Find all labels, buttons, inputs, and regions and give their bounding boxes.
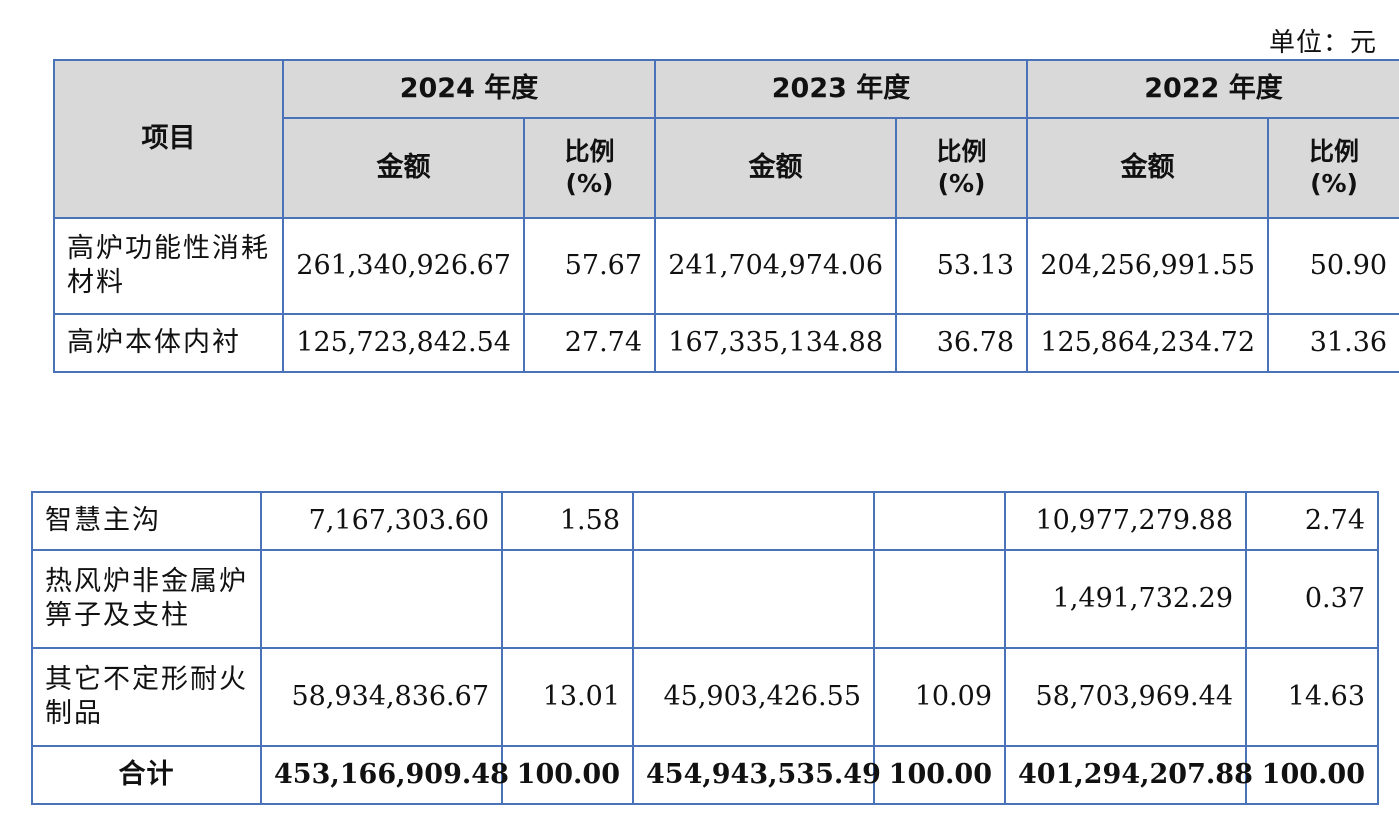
total-row: 合计 453,166,909.48 100.00 454,943,535.49 … [31, 745, 1379, 805]
row-label: 智慧主沟 [31, 491, 262, 551]
table-row: 热风炉非金属炉箅子及支柱 1,491,732.29 0.37 [31, 549, 1379, 649]
cell-ratio-2023: 53.13 [895, 217, 1029, 315]
table-row: 智慧主沟 7,167,303.60 1.58 10,977,279.88 2.7… [31, 491, 1379, 551]
cell-amount-2024 [260, 549, 503, 649]
header-ratio-label: 比例 [564, 137, 615, 166]
header-year-2024: 2024 年度 [281, 59, 657, 119]
cell-amount-2022: 204,256,991.55 [1026, 217, 1270, 315]
header-amount: 金额 [1026, 117, 1270, 219]
row-label: 热风炉非金属炉箅子及支柱 [31, 549, 262, 649]
cell-amount-2022: 58,703,969.44 [1004, 647, 1247, 747]
cell-ratio-2022: 0.37 [1245, 549, 1379, 649]
cell-amount-2024: 7,167,303.60 [260, 491, 503, 551]
total-amount-2023: 454,943,535.49 [632, 745, 881, 805]
total-amount-2022: 401,294,207.88 [1004, 745, 1253, 805]
cell-amount-2022: 125,864,234.72 [1026, 313, 1270, 373]
table-row: 高炉本体内衬 125,723,842.54 27.74 167,335,134.… [53, 313, 1399, 373]
total-ratio-2024: 100.00 [501, 745, 634, 805]
header-amount: 金额 [654, 117, 898, 219]
cell-amount-2022: 10,977,279.88 [1004, 491, 1247, 551]
cell-ratio-2024: 1.58 [501, 491, 634, 551]
cell-ratio-2023: 10.09 [873, 647, 1006, 747]
header-ratio-label: 比例 [936, 137, 987, 166]
total-amount-2024: 453,166,909.48 [260, 745, 509, 805]
cell-ratio-2024: 57.67 [522, 217, 657, 315]
cell-ratio-2023 [873, 491, 1006, 551]
header-ratio: 比例 (%) [1267, 117, 1399, 219]
cell-amount-2023: 241,704,974.06 [654, 217, 898, 315]
cell-amount-2023 [632, 549, 875, 649]
revenue-table-bottom: 智慧主沟 7,167,303.60 1.58 10,977,279.88 2.7… [31, 491, 1379, 805]
cell-ratio-2022: 2.74 [1245, 491, 1379, 551]
cell-amount-2023 [632, 491, 875, 551]
total-ratio-2023: 100.00 [873, 745, 1006, 805]
total-ratio-2022: 100.00 [1245, 745, 1379, 805]
header-ratio: 比例 (%) [895, 117, 1029, 219]
header-year-2023: 2023 年度 [654, 59, 1029, 119]
cell-amount-2023: 167,335,134.88 [654, 313, 898, 373]
header-ratio-unit: (%) [565, 169, 614, 198]
cell-ratio-2024 [501, 549, 634, 649]
cell-ratio-2022: 50.90 [1267, 217, 1399, 315]
header-row-years: 项目 2024 年度 2023 年度 2022 年度 [53, 59, 1399, 219]
cell-amount-2024: 125,723,842.54 [282, 313, 525, 373]
table-row: 其它不定形耐火制品 58,934,836.67 13.01 45,903,426… [31, 647, 1379, 747]
unit-label: 单位：元 [1268, 28, 1377, 58]
cell-amount-2022: 1,491,732.29 [1004, 549, 1247, 649]
cell-ratio-2024: 13.01 [501, 647, 634, 747]
cell-amount-2023: 45,903,426.55 [632, 647, 875, 747]
header-amount: 金额 [282, 117, 525, 219]
cell-ratio-2022: 31.36 [1267, 313, 1399, 373]
cell-ratio-2024: 27.74 [522, 313, 657, 373]
revenue-table-top: 项目 2024 年度 2023 年度 2022 年度 金额 比例 (%) 金额 比… [53, 59, 1399, 373]
header-ratio-unit: (%) [1310, 169, 1358, 198]
row-label: 高炉本体内衬 [53, 313, 284, 373]
cell-ratio-2023 [873, 549, 1006, 649]
row-label: 其它不定形耐火制品 [31, 647, 262, 747]
header-item: 项目 [53, 59, 284, 219]
header-ratio-label: 比例 [1309, 137, 1360, 166]
cell-amount-2024: 261,340,926.67 [282, 217, 525, 315]
header-row-columns: 金额 比例 (%) 金额 比例 (%) 金额 比例 (%) [54, 117, 1399, 219]
header-year-2022: 2022 年度 [1026, 59, 1399, 119]
header-ratio-unit: (%) [937, 169, 986, 198]
row-label: 高炉功能性消耗材料 [53, 217, 284, 315]
table-row: 高炉功能性消耗材料 261,340,926.67 57.67 241,704,9… [53, 217, 1399, 315]
total-label: 合计 [31, 745, 262, 805]
header-ratio: 比例 (%) [522, 117, 657, 219]
cell-ratio-2022: 14.63 [1245, 647, 1379, 747]
cell-ratio-2023: 36.78 [895, 313, 1029, 373]
cell-amount-2024: 58,934,836.67 [260, 647, 503, 747]
